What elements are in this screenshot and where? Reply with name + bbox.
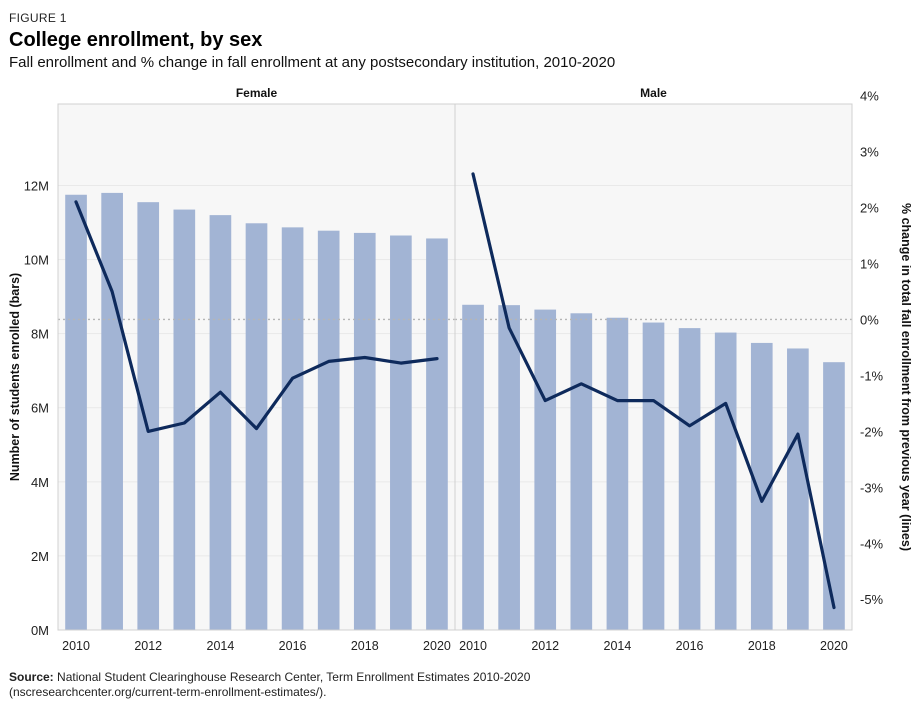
bar: [823, 362, 845, 630]
bar: [678, 328, 701, 630]
y-axis-title: Number of students enrolled (bars): [8, 273, 22, 481]
bar: [787, 348, 809, 630]
y-tick-label: 8M: [31, 327, 49, 342]
bar: [498, 305, 520, 630]
y2-tick-label: -4%: [860, 536, 884, 551]
x-tick-label: 2014: [604, 639, 632, 653]
y2-tick-label: 2%: [860, 201, 879, 216]
panel-border: [454, 103, 853, 631]
bar: [101, 192, 123, 630]
y-tick-label: 0M: [31, 623, 49, 638]
x-tick-label: 2016: [676, 639, 704, 653]
bar: [281, 227, 304, 630]
y2-tick-label: -5%: [860, 592, 884, 607]
y-tick-label: 12M: [24, 178, 49, 193]
enrollment-chart: Female 2010 2012 2014 2016 2018 2020 Male 2010 20…: [8, 86, 911, 653]
source-note: Source: National Student Clearinghouse R…: [9, 670, 530, 700]
source-label: Source:: [9, 670, 54, 684]
y-tick-label: 4M: [31, 475, 49, 490]
y2-tick-label: 4%: [860, 89, 879, 104]
x-tick-label: 2016: [279, 639, 307, 653]
bar: [642, 322, 665, 630]
bar: [570, 313, 593, 630]
bar: [65, 194, 87, 630]
chart-subtitle: Fall enrollment and % change in fall enr…: [9, 54, 616, 71]
y-tick-label: 10M: [24, 253, 49, 268]
y2-axis-title: % change in total fall enrollment from p…: [899, 203, 911, 551]
x-tick-label: 2010: [62, 639, 90, 653]
panel-title-female: Female: [236, 86, 278, 100]
bar: [750, 342, 773, 630]
x-tick-label: 2020: [820, 639, 848, 653]
panel-title-male: Male: [640, 86, 667, 100]
x-tick-label: 2020: [423, 639, 451, 653]
x-tick-label: 2012: [134, 639, 162, 653]
bar: [173, 209, 196, 630]
y2-tick-label: -1%: [860, 368, 884, 383]
bar: [714, 332, 737, 630]
x-tick-label: 2018: [351, 639, 379, 653]
bar: [426, 238, 448, 630]
bar: [534, 309, 557, 630]
y-tick-label: 2M: [31, 549, 49, 564]
y2-tick-label: -2%: [860, 424, 884, 439]
y2-tick-label: 0%: [860, 312, 879, 327]
figure-label: FIGURE 1: [9, 11, 67, 25]
y-tick-label: 6M: [31, 401, 49, 416]
bar: [606, 317, 629, 630]
y2-tick-label: 3%: [860, 145, 879, 160]
x-tick-label: 2012: [531, 639, 559, 653]
x-tick-label: 2010: [459, 639, 487, 653]
bar: [137, 202, 160, 630]
y2-tick-label: 1%: [860, 256, 879, 271]
y2-tick-label: -3%: [860, 480, 884, 495]
x-tick-label: 2018: [748, 639, 776, 653]
source-text: National Student Clearinghouse Research …: [57, 670, 531, 684]
x-tick-label: 2014: [207, 639, 235, 653]
source-url: (nscresearchcenter.org/current-term-enro…: [9, 685, 327, 699]
chart-title: College enrollment, by sex: [9, 29, 263, 51]
bar: [353, 232, 376, 630]
bar: [462, 304, 484, 630]
bar: [209, 215, 232, 630]
bar: [317, 230, 340, 630]
bar: [390, 235, 412, 630]
